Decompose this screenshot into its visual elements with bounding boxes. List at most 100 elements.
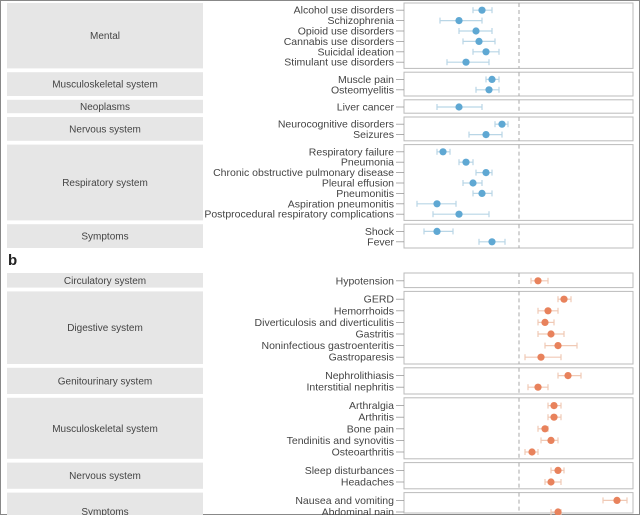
category-box	[7, 99, 203, 114]
row-label: Schizophrenia	[327, 15, 394, 27]
point-estimate	[547, 330, 555, 338]
point-estimate	[478, 189, 486, 197]
category-label: Musculoskeletal system	[52, 424, 158, 435]
category-box	[7, 367, 203, 394]
point-estimate	[534, 383, 542, 391]
point-estimate	[564, 372, 572, 380]
row-label: Stimulant use disorders	[284, 57, 394, 69]
row-label: Sleep disturbances	[305, 465, 394, 477]
row-label: GERD	[364, 294, 395, 306]
group-nervous-system: Nervous system Neurocognitive disordersSe…	[7, 116, 634, 142]
row-label: Tendinitis and synovitis	[287, 435, 394, 447]
row-label: Interstitial nephritis	[306, 382, 394, 394]
row-label: Pleural effusion	[322, 178, 394, 190]
group-musculoskeletal-system: Musculoskeletal system ArthralgiaArthriti…	[7, 397, 634, 460]
point-estimate	[482, 48, 490, 56]
category-box	[7, 117, 203, 141]
category-box	[7, 144, 203, 221]
row-label: Hypotension	[336, 275, 395, 287]
point-estimate	[462, 58, 470, 66]
row-label: Arthralgia	[349, 400, 394, 412]
point-estimate	[455, 103, 463, 111]
row-label: Nephrolithiasis	[325, 370, 394, 382]
point-estimate	[472, 27, 480, 35]
panel-a: aMentalAlcohol use disordersSchizophreni…	[7, 2, 634, 249]
point-estimate	[560, 295, 568, 303]
row-label: Gastritis	[355, 329, 394, 341]
point-estimate	[439, 148, 447, 156]
point-estimate	[554, 466, 562, 474]
group-musculoskeletal-system: Musculoskeletal system Muscle painOsteomy…	[7, 71, 634, 97]
group-digestive-system: Digestive system GERDHemorrhoidsDiverticu…	[7, 290, 634, 365]
point-estimate	[554, 508, 562, 515]
category-box	[7, 224, 203, 248]
category-label: Mental	[90, 31, 120, 42]
row-label: Hemorrhoids	[334, 305, 394, 317]
row-label: Osteomyelitis	[331, 84, 394, 96]
category-box	[7, 397, 203, 459]
point-estimate	[541, 318, 549, 326]
row-label: Postprocedural respiratory complications	[204, 209, 394, 221]
row-label: Liver cancer	[337, 102, 395, 114]
point-estimate	[469, 179, 477, 187]
point-estimate	[433, 200, 441, 208]
row-label: Abdominal pain	[322, 507, 395, 515]
row-label: Aspiration pneumonitis	[288, 198, 394, 210]
group-genitourinary-system: Genitourinary system NephrolithiasisInter…	[7, 367, 634, 395]
group-mental: Mental Alcohol use disordersSchizophrenia…	[7, 2, 634, 69]
row-label: Osteoarthritis	[332, 447, 394, 459]
point-estimate	[537, 353, 545, 361]
point-estimate	[488, 75, 496, 83]
row-label: Bone pain	[347, 423, 394, 435]
point-estimate	[475, 37, 483, 46]
row-label: Pneumonitis	[336, 188, 394, 200]
point-estimate	[455, 210, 463, 218]
category-label: Symptoms	[81, 232, 128, 243]
category-box	[7, 291, 203, 364]
row-label: Respiratory failure	[309, 146, 394, 158]
category-box	[7, 3, 203, 69]
category-box	[7, 273, 203, 288]
group-nervous-system: Nervous system Sleep disturbancesHeadache…	[7, 462, 634, 490]
point-estimate	[528, 448, 536, 456]
category-label: Respiratory system	[62, 178, 148, 189]
point-estimate	[554, 342, 562, 350]
category-label: Genitourinary system	[58, 376, 152, 387]
point-estimate	[547, 436, 555, 444]
row-label: Alcohol use disorders	[294, 5, 394, 17]
point-estimate	[550, 402, 558, 410]
row-label: Diverticulosis and diverticulitis	[255, 317, 394, 329]
panel-label: b	[8, 252, 17, 269]
point-estimate	[488, 238, 496, 246]
group-respiratory-system: Respiratory system Respiratory failure Pne…	[7, 144, 634, 221]
point-estimate	[462, 158, 470, 166]
row-label: Cannabis use disorders	[284, 36, 394, 48]
point-estimate	[455, 17, 463, 25]
point-estimate	[547, 478, 555, 486]
point-estimate	[544, 307, 552, 315]
point-estimate	[534, 277, 542, 285]
row-label: Arthritis	[358, 412, 394, 424]
category-label: Circulatory system	[64, 276, 146, 287]
point-estimate	[498, 120, 506, 128]
category-label: Nervous system	[69, 471, 141, 482]
row-label: Fever	[367, 236, 394, 248]
row-label: Gastroparesis	[329, 352, 394, 364]
panel-b: b Circulatory system Hypotension Digestive …	[7, 252, 634, 515]
row-label: Noninfectious gastroenteritis	[262, 340, 395, 352]
row-label: Headaches	[341, 477, 394, 489]
group-neoplasms: Neoplasms Liver cancer	[7, 99, 634, 114]
point-estimate	[550, 413, 558, 421]
row-label: Opioid use disorders	[298, 26, 394, 38]
category-box	[7, 492, 203, 515]
category-box	[7, 462, 203, 489]
category-label: Nervous system	[69, 124, 141, 135]
row-label: Seizures	[353, 129, 394, 141]
point-estimate	[478, 6, 486, 14]
category-label: Musculoskeletal system	[52, 80, 158, 91]
row-label: Shock	[365, 226, 395, 238]
row-label: Nausea and vomiting	[295, 495, 394, 507]
category-label: Symptoms	[81, 507, 128, 515]
